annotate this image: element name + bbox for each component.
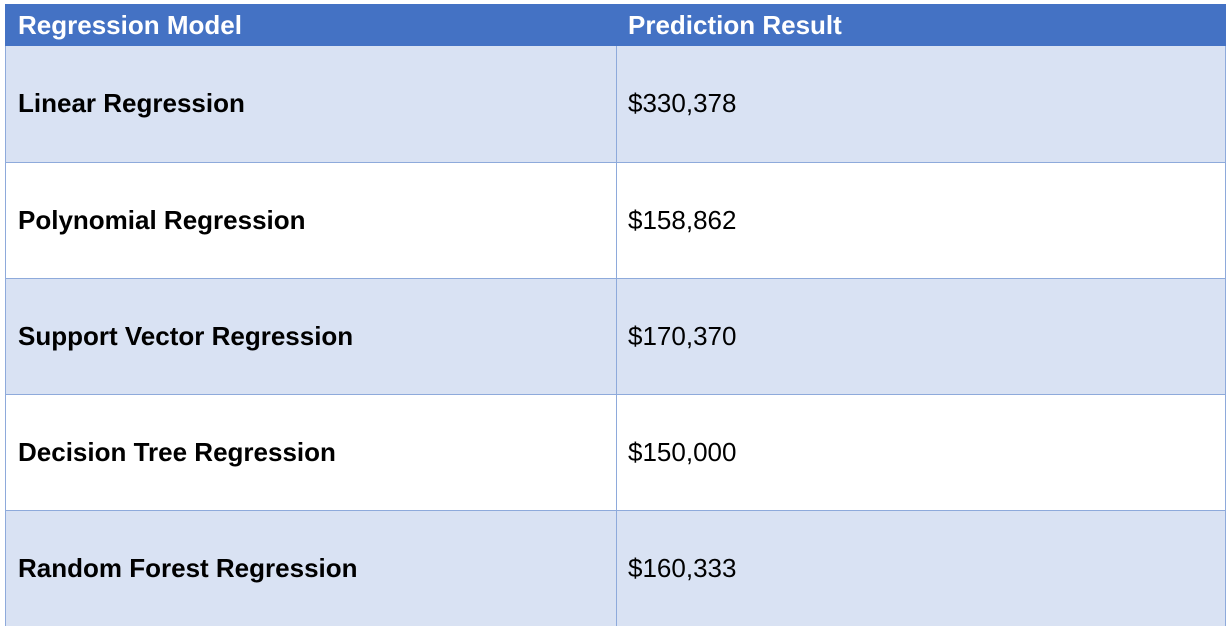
model-name-cell: Support Vector Regression [5,278,617,395]
model-name-cell: Polynomial Regression [5,162,617,279]
table-row: Random Forest Regression $160,333 [5,510,1226,626]
header-row: Regression Model Prediction Result [5,4,1226,46]
prediction-value-cell: $330,378 [616,46,1226,163]
table-header: Regression Model Prediction Result [5,4,1226,46]
prediction-value-cell: $150,000 [616,394,1226,511]
header-regression-model: Regression Model [5,4,617,46]
model-name-cell: Random Forest Regression [5,510,617,626]
table-row: Polynomial Regression $158,862 [5,162,1226,279]
model-name-cell: Linear Regression [5,46,617,163]
header-prediction-result: Prediction Result [616,4,1226,46]
table-body: Linear Regression $330,378 Polynomial Re… [5,46,1226,626]
prediction-value-cell: $158,862 [616,162,1226,279]
regression-results-table: Regression Model Prediction Result Linea… [5,4,1226,626]
prediction-value-cell: $170,370 [616,278,1226,395]
table-row: Support Vector Regression $170,370 [5,278,1226,395]
prediction-value-cell: $160,333 [616,510,1226,626]
table-row: Decision Tree Regression $150,000 [5,394,1226,511]
model-name-cell: Decision Tree Regression [5,394,617,511]
table-row: Linear Regression $330,378 [5,46,1226,163]
